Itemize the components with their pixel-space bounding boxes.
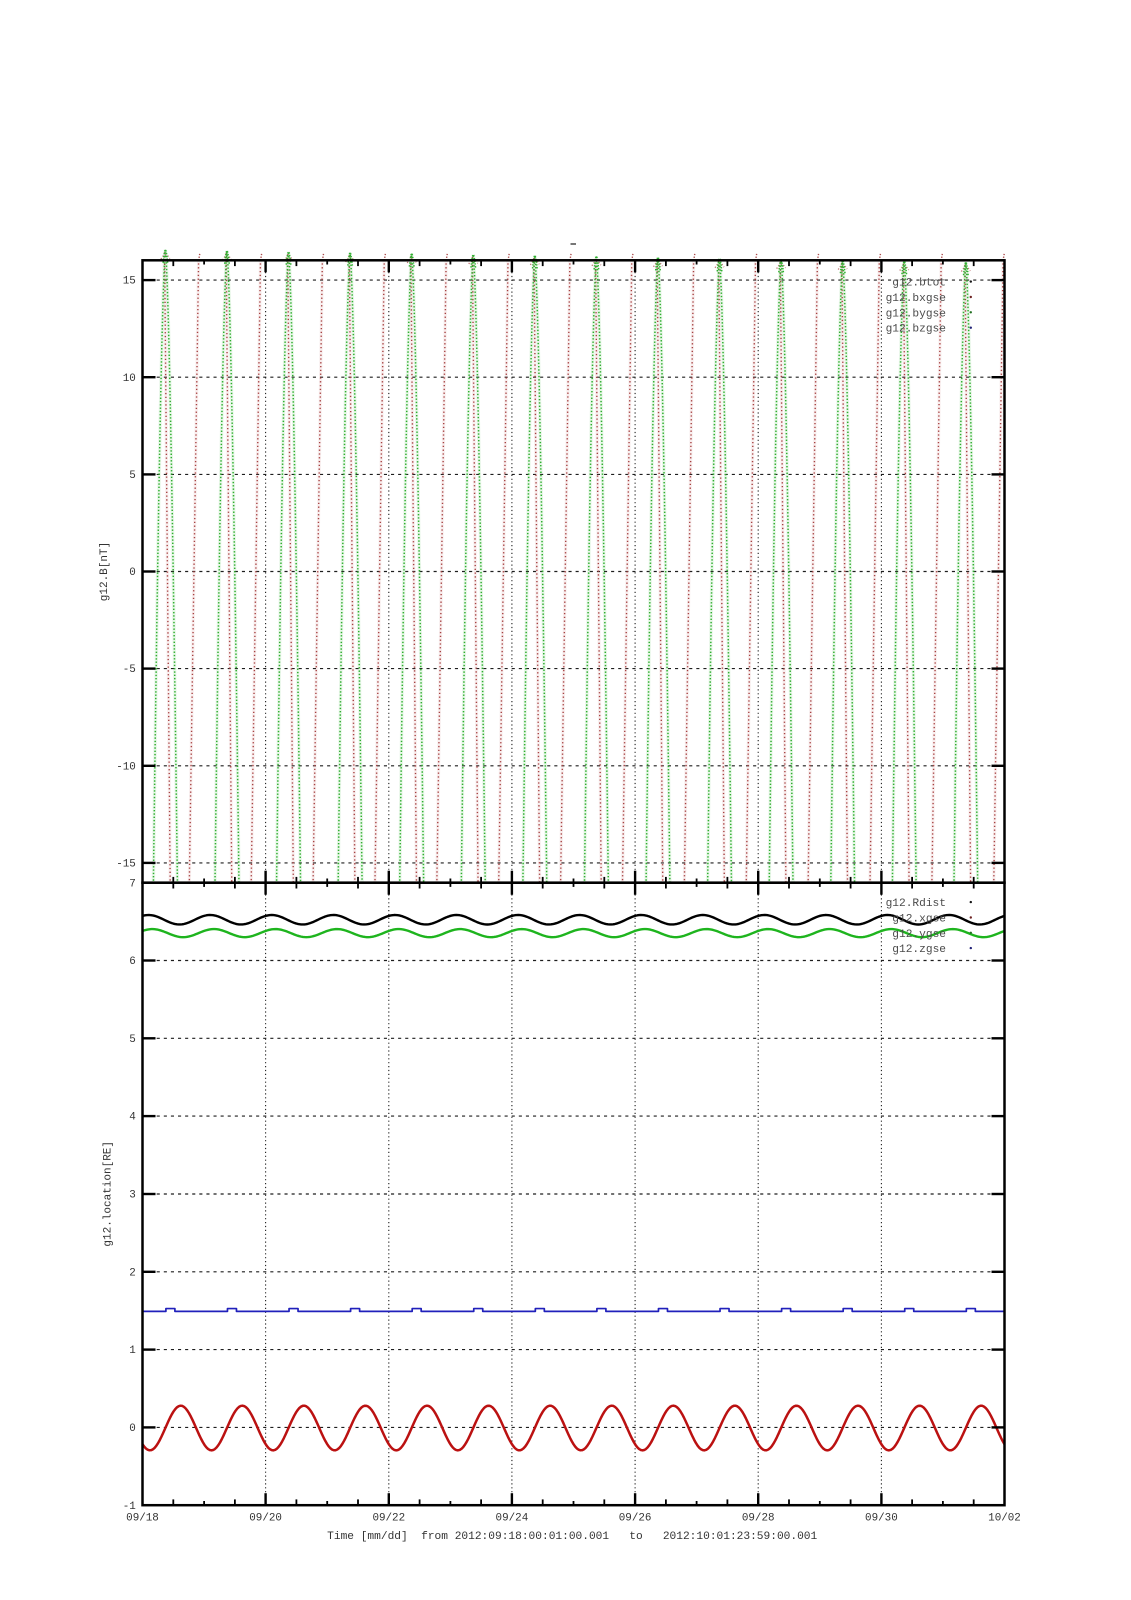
svg-text:09/18: 09/18 [126,1513,159,1525]
svg-text:15: 15 [123,276,136,288]
svg-text:09/24: 09/24 [496,1513,529,1525]
svg-text:0: 0 [129,567,136,579]
svg-text:g12.btot: g12.btot [892,278,946,290]
svg-text:10: 10 [123,373,136,385]
svg-text:2: 2 [129,1267,136,1279]
svg-text:-5: -5 [123,664,136,676]
svg-text:g12.xgse: g12.xgse [892,914,946,926]
svg-text:4: 4 [129,1112,136,1124]
svg-text:09/22: 09/22 [372,1513,405,1525]
svg-text:g12.ygse: g12.ygse [892,929,946,941]
svg-text:g12.B[nT]: g12.B[nT] [99,542,111,601]
svg-text:g12.location[RE]: g12.location[RE] [103,1141,115,1247]
svg-text:0: 0 [129,1423,136,1435]
svg-text:09/26: 09/26 [619,1513,652,1525]
svg-text:-15: -15 [116,859,136,871]
svg-text:6: 6 [129,956,136,968]
svg-text:g12.bygse: g12.bygse [886,308,946,320]
svg-text:09/28: 09/28 [742,1513,775,1525]
svg-text:-10: -10 [116,761,136,773]
svg-text:7: 7 [129,878,136,890]
svg-text:-1: -1 [123,1501,137,1513]
svg-text:10/02: 10/02 [988,1513,1021,1525]
svg-text:1: 1 [129,1345,136,1357]
svg-text:5: 5 [129,1034,136,1046]
svg-text:g12.zgse: g12.zgse [892,944,946,956]
svg-text:g12.bxgse: g12.bxgse [886,293,946,305]
svg-text:5: 5 [129,470,136,482]
svg-text:Time [mm/dd] from 2012:09:18:: Time [mm/dd] from 2012:09:18:00:01:00.00… [327,1531,817,1543]
svg-text:09/20: 09/20 [249,1513,282,1525]
svg-text:09/30: 09/30 [865,1513,898,1525]
svg-text:3: 3 [129,1190,136,1202]
svg-text:g12.bzgse: g12.bzgse [886,324,946,336]
svg-text:g12.Rdist: g12.Rdist [886,898,946,910]
